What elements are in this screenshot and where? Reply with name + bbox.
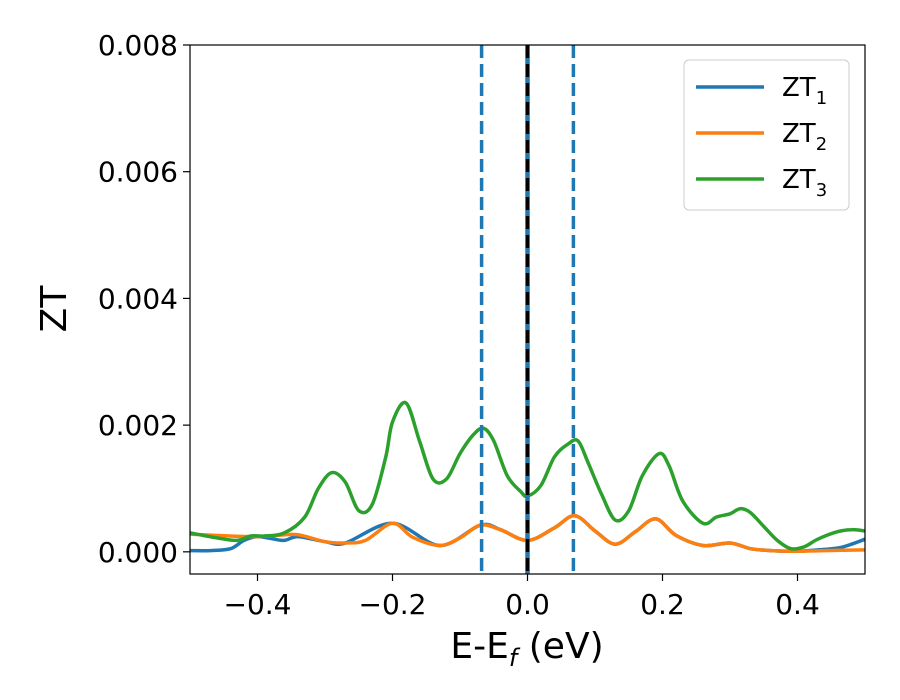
legend-label-zt2: ZT2 [782,119,827,155]
x-tick-label: 0.0 [505,588,550,621]
x-tick-label: −0.2 [359,588,427,621]
legend-label-zt3: ZT3 [782,165,827,201]
x-tick-label: 0.2 [640,588,685,621]
legend-box [683,59,850,211]
reference-lines [479,45,576,574]
y-tick-label: 0.002 [98,409,178,442]
y-tick-label: 0.004 [98,282,178,315]
x-axis-label-unit: (eV) [517,626,603,667]
y-tick-label: 0.008 [98,29,178,62]
x-axis-label-main: E-E [450,626,508,667]
x-tick-label: −0.4 [224,588,292,621]
axes: −0.4 −0.2 0.0 0.2 0.4 0.000 0.002 0.004 0.006 0.0… [98,29,820,621]
y-tick-label: 0.006 [98,156,178,189]
y-tick-label: 0.000 [98,536,178,569]
x-axis-label: E-Ef (eV) [450,626,603,672]
legend-label-zt1: ZT1 [782,73,827,109]
x-tick-label: 0.4 [775,588,820,621]
series-line-zt3 [190,400,865,551]
y-axis-label: ZT [34,285,75,333]
legend: ZT1 ZT2 ZT3 [683,59,850,211]
